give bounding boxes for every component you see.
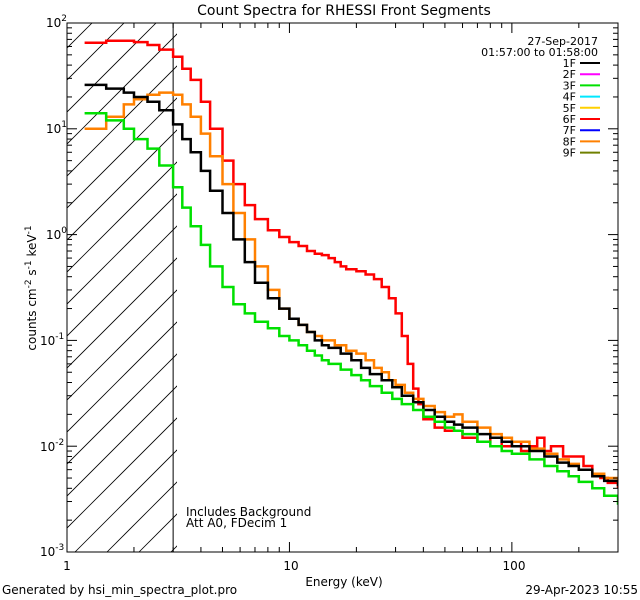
hatch-line [67,289,177,401]
y-tick-label: 10-1 [40,332,64,348]
hatch-line [0,0,99,552]
y-tick-label: 10-3 [40,543,64,559]
legend-label-6F: 6F [563,113,576,126]
annotation-attenuator: Att A0, FDecim 1 [186,516,287,530]
legend-label-9F: 9F [563,147,576,160]
legend-label-1F: 1F [563,57,576,70]
y-axis-ticks [67,27,618,553]
hatch-line [67,23,157,113]
series-line-3F [84,112,618,505]
y-tick-labels: 10-3 10-2 10-1 100 101 102 [40,14,67,559]
x-axis-label: Energy (keV) [305,575,382,589]
hatch-line [67,193,177,305]
plot-frame [66,22,619,553]
hatch-line [67,225,177,337]
legend: 27-Sep-2017 01:57:00 to 01:58:00 1F2F3F4… [481,35,600,160]
series-group [84,39,618,505]
x-axis-ticks [66,23,619,552]
hatch-line [67,33,177,145]
excluded-region-hatch [0,0,177,552]
y-axis-label: counts cm-2 s-1 keV-1 [24,225,39,350]
series-line-8F [84,91,618,483]
hatch-line [67,161,177,273]
footer-generated-by: Generated by hsi_min_spectra_plot.pro [2,583,237,597]
hatch-line [67,129,177,241]
legend-time-range: 01:57:00 to 01:58:00 [481,46,598,59]
legend-label-7F: 7F [563,124,576,137]
legend-label-5F: 5F [563,102,576,115]
y-tick-label: 10-2 [40,438,64,454]
y-tick-label: 102 [46,14,67,30]
x-tick-label-100: 100 [503,559,526,573]
x-tick-label-1: 1 [63,559,71,573]
series-line-6F [84,39,618,489]
hatch-line [67,23,125,81]
legend-label-4F: 4F [563,91,576,104]
hatch-line [67,353,177,465]
y-tick-label: 100 [46,226,67,242]
series-line-1F [84,83,618,487]
legend-date: 27-Sep-2017 [527,35,598,48]
hatch-line [67,321,177,433]
hatch-line [67,257,177,369]
legend-label-8F: 8F [563,135,576,148]
hatch-line [67,97,177,209]
hatch-line [0,0,131,552]
y-tick-label: 101 [46,120,67,136]
x-tick-label-10: 10 [283,559,298,573]
hatch-line [67,417,177,529]
legend-label-2F: 2F [563,68,576,81]
footer-timestamp: 29-Apr-2023 10:55 [525,583,638,597]
annotation-background: Includes Background [186,505,311,519]
hatch-line [67,385,177,497]
hatch-line [67,65,177,177]
hatch-line [74,449,177,552]
legend-label-3F: 3F [563,79,576,92]
chart-title: Count Spectra for RHESSI Front Segments [197,3,491,19]
